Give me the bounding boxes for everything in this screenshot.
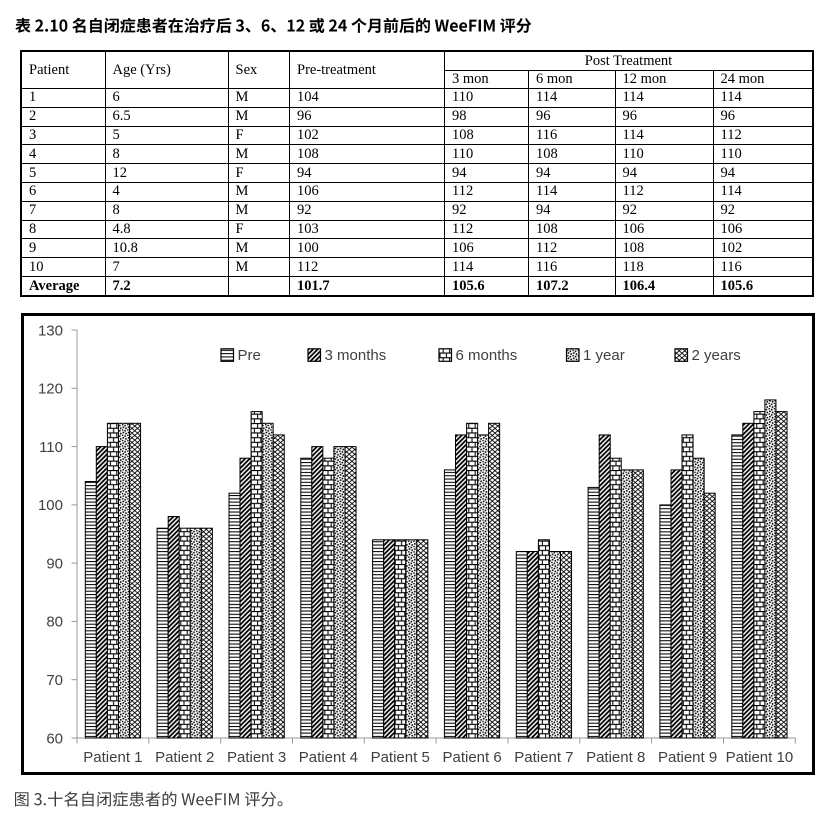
svg-text:6 months: 6 months <box>456 347 518 364</box>
svg-text:80: 80 <box>46 614 63 631</box>
svg-text:100: 100 <box>38 497 63 514</box>
svg-text:2 years: 2 years <box>692 347 741 364</box>
svg-text:70: 70 <box>46 672 63 689</box>
svg-text:110: 110 <box>39 439 63 456</box>
svg-text:Patient 10: Patient 10 <box>726 749 794 766</box>
svg-text:130: 130 <box>38 322 63 339</box>
svg-text:Patient 3: Patient 3 <box>227 749 286 766</box>
svg-text:Pre: Pre <box>238 347 261 364</box>
svg-text:Patient 8: Patient 8 <box>586 749 645 766</box>
svg-text:Patient 5: Patient 5 <box>371 749 430 766</box>
svg-text:120: 120 <box>38 381 63 398</box>
svg-text:Patient 2: Patient 2 <box>155 749 214 766</box>
svg-text:Patient 6: Patient 6 <box>442 749 501 766</box>
svg-text:1 year: 1 year <box>583 347 625 364</box>
svg-text:Patient 9: Patient 9 <box>658 749 717 766</box>
svg-text:Patient 1: Patient 1 <box>83 749 142 766</box>
svg-text:Patient 4: Patient 4 <box>299 749 358 766</box>
svg-text:3 months: 3 months <box>325 347 387 364</box>
svg-text:90: 90 <box>46 555 63 572</box>
svg-text:Patient 7: Patient 7 <box>514 749 573 766</box>
svg-text:60: 60 <box>46 730 63 747</box>
